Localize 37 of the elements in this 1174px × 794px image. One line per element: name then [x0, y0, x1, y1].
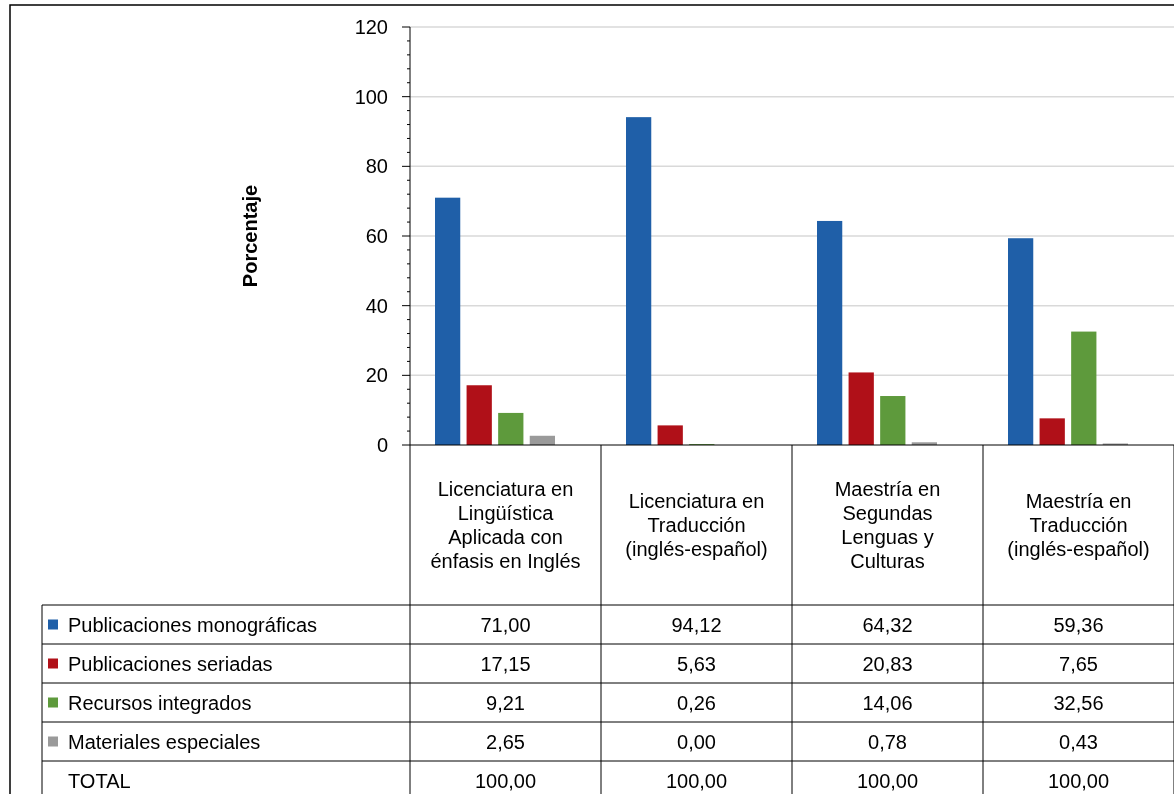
data-label: 14,06	[862, 691, 913, 714]
data-label: 59,36	[1053, 613, 1104, 636]
data-label: 17,15	[480, 652, 531, 675]
y-tick-label: 120	[354, 16, 388, 38]
data-label: 0,78	[868, 730, 907, 753]
legend-label: Publicaciones monográficas	[68, 613, 318, 636]
y-tick-label: 0	[376, 434, 388, 456]
y-axis-title: Porcentaje	[239, 184, 261, 288]
data-label: 7,65	[1059, 652, 1098, 675]
data-label: 9,21	[486, 691, 525, 714]
legend-label: Publicaciones seriadas	[68, 652, 273, 675]
data-label: 5,63	[677, 652, 716, 675]
y-tick-label: 20	[365, 364, 388, 387]
data-label: 32,56	[1053, 691, 1104, 714]
legend-label: Recursos integrados	[68, 691, 252, 714]
x-tick-label: Licenciatura en Traducción (inglés-español)	[625, 490, 768, 560]
data-label: 0,00	[677, 730, 716, 753]
text: 100,00	[856, 769, 919, 792]
y-tick-label: 40	[365, 294, 388, 317]
data-label: 20,83	[862, 652, 913, 675]
text: 100,00	[665, 769, 728, 792]
data-label: 0,26	[677, 691, 716, 714]
data-label: 64,32	[862, 613, 913, 636]
text: 100,00	[1047, 769, 1110, 792]
y-tick-label: 60	[365, 225, 388, 247]
data-label: 94,12	[671, 613, 722, 636]
data-label: 0,43	[1059, 730, 1098, 753]
x-tick-label: Licenciatura en Lingüística Aplicada con énfasis en Inglés	[430, 478, 581, 572]
text: TOTAL	[68, 769, 131, 792]
legend-label: Materiales especiales	[68, 730, 261, 753]
x-tick-label: Maestría en Segundas Lenguas y Culturas	[834, 478, 941, 572]
data-label: 71,00	[480, 613, 531, 636]
data-label: 2,65	[486, 730, 525, 753]
y-tick-label: 80	[365, 155, 388, 178]
text: 100,00	[474, 769, 537, 792]
y-tick-label: 100	[354, 85, 388, 108]
x-tick-label: Maestría en Traducción (inglés-español)	[1007, 490, 1150, 560]
